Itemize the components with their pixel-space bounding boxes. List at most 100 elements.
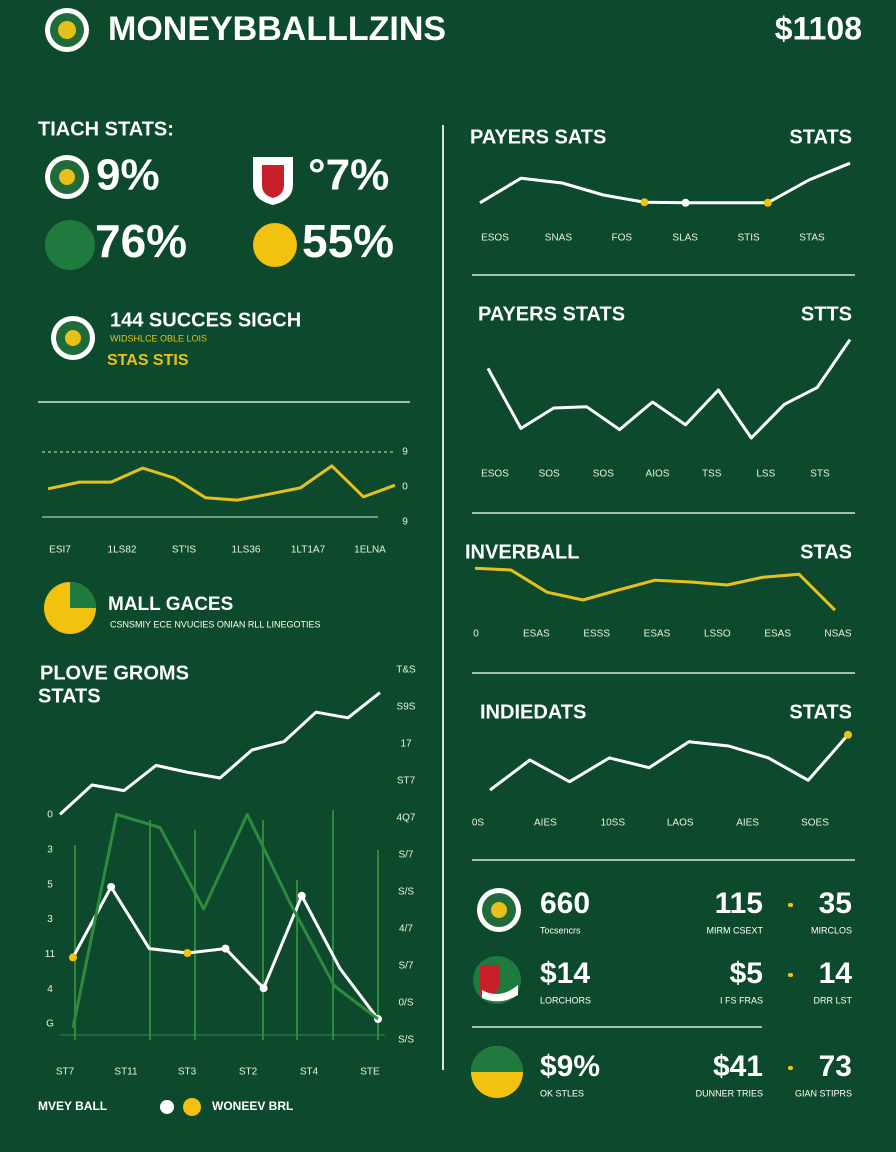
x-tick-label: SOS — [539, 469, 560, 480]
x-tick-label: 1LS82 — [108, 545, 137, 556]
y-tick-label: 0 — [402, 482, 408, 493]
badge-icon — [477, 888, 521, 932]
games-title: MALL GACES — [108, 594, 233, 615]
summary-value: 73 — [819, 1050, 852, 1083]
x-tick-label: ESSS — [583, 629, 610, 640]
x-tick-label: ST3 — [178, 1067, 197, 1078]
chart-title: PLOVE GROMS — [40, 662, 189, 684]
y-tick-label: 4 — [47, 984, 53, 995]
x-tick-label: STAS — [799, 233, 825, 244]
data-point — [681, 198, 690, 207]
y-tick-label: S/7 — [398, 961, 413, 972]
chart-title: INVERBALL — [465, 541, 579, 563]
y-tick-label: 9 — [402, 517, 408, 528]
summary-label: OK STLES — [540, 1088, 584, 1098]
x-tick-label: ESAS — [523, 629, 550, 640]
series-line — [489, 733, 850, 792]
y-tick-label: S/S — [398, 1035, 414, 1046]
x-tick-label: STIS — [737, 233, 760, 244]
bullet — [788, 903, 792, 907]
y-tick-label: 4Q7 — [397, 813, 416, 824]
series-line — [47, 464, 396, 502]
x-tick-label: ESAS — [644, 629, 671, 640]
x-tick-label: 1LS36 — [232, 545, 261, 556]
summary-label: I FS FRAS — [720, 995, 763, 1005]
chart-title: INDIEDATS — [480, 701, 586, 723]
data-point — [183, 949, 192, 957]
x-tick-label: ESI7 — [49, 545, 71, 556]
x-tick-label: 1ELNA — [354, 545, 386, 556]
summary-label: DRR LST — [813, 995, 852, 1005]
y-tick-label: 0/S — [398, 998, 413, 1009]
grid — [60, 810, 385, 1040]
chart-title-right: STTS — [801, 303, 852, 325]
section-title: TIACH STATS: — [38, 118, 174, 140]
x-tick-label: LSS — [756, 469, 775, 480]
x-tick-label: SOS — [593, 469, 614, 480]
x-tick-label: STS — [810, 469, 830, 480]
y-tick-label: 4/7 — [399, 924, 413, 935]
success-tag: STAS STIS — [107, 352, 189, 369]
badge-icon — [51, 316, 95, 360]
x-tick-label: SNAS — [545, 233, 573, 244]
pie-icon — [44, 582, 96, 634]
summary-value: $14 — [540, 957, 590, 990]
x-tick-label: ESOS — [481, 469, 509, 480]
x-tick-label: ST11 — [114, 1067, 138, 1078]
y-tick-label: 9 — [402, 447, 408, 458]
logo — [45, 8, 89, 52]
summary-value: 660 — [540, 887, 590, 920]
data-point — [297, 891, 306, 900]
data-point — [259, 984, 268, 993]
success-subtitle: WIDSHLCE OBLE LOIS — [110, 333, 207, 343]
stat-value: 9% — [96, 151, 160, 200]
stat-value: 55% — [302, 215, 394, 267]
summary-value: $9% — [540, 1050, 600, 1083]
summary-label: DUNNER TRIES — [696, 1088, 763, 1098]
summary-label: GIAN STIPRS — [795, 1088, 852, 1098]
y-tick-label: S/7 — [398, 850, 413, 861]
x-tick-label: ST2 — [239, 1067, 258, 1078]
summary-label: MIRCLOS — [811, 925, 852, 935]
x-tick-label: TSS — [702, 469, 722, 480]
series-line — [486, 338, 852, 440]
chart-title: PAYERS STATS — [478, 303, 625, 325]
data-point — [107, 883, 116, 891]
x-tick-label: ST4 — [300, 1067, 319, 1078]
x-tick-label: ST7 — [56, 1067, 75, 1078]
x-tick-label: ESOS — [481, 233, 509, 244]
y-tick-label: S9S — [397, 702, 416, 713]
series-line — [479, 161, 851, 205]
x-tick-label: NSAS — [824, 629, 852, 640]
legend-label: WONEEV BRL — [212, 1099, 293, 1113]
data-point — [844, 730, 852, 739]
x-tick-label: 0S — [472, 818, 485, 829]
app-title: MONEYBBALLLZINS — [108, 10, 446, 48]
x-tick-label: AIES — [736, 818, 759, 829]
y-tick-label: 3 — [47, 844, 53, 855]
x-tick-label: FOS — [612, 233, 633, 244]
summary-value: $41 — [713, 1050, 763, 1083]
x-tick-label: STE — [360, 1067, 380, 1078]
data-point — [221, 944, 230, 953]
y-tick-label: 0 — [47, 810, 53, 821]
chart-subtitle: STATS — [38, 685, 101, 707]
shield-icon — [253, 157, 293, 205]
x-tick-label: AIES — [534, 818, 557, 829]
summary-value: 115 — [715, 887, 763, 920]
y-tick-label: 17 — [400, 739, 412, 750]
x-tick-label: 0 — [473, 629, 479, 640]
pie-icon — [471, 1046, 523, 1098]
x-tick-label: LSSO — [704, 629, 731, 640]
games-subtitle: CSNSMIY ECE NVUCIES ONIAN RLL LINEGOTIES — [110, 619, 321, 629]
x-tick-label: LAOS — [667, 818, 694, 829]
summary-value: $5 — [730, 957, 763, 990]
series-line — [474, 566, 837, 612]
icon — [45, 220, 95, 270]
chart-title: PAYERS SATS — [470, 126, 606, 148]
series-line — [58, 691, 381, 816]
chart-title-right: STAS — [800, 541, 852, 563]
x-tick-label: SOES — [801, 818, 829, 829]
separators — [472, 274, 855, 1028]
